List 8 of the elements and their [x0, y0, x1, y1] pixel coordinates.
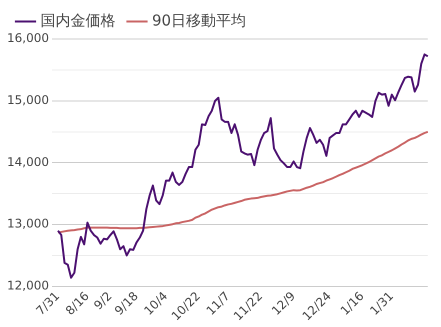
- x-tick-label: 9/2: [91, 288, 115, 312]
- y-tick-label: 15,000: [6, 92, 49, 107]
- y-tick-label: 12,000: [6, 278, 49, 292]
- y-tick-label: 16,000: [6, 31, 49, 46]
- legend-label: 90日移動平均: [152, 11, 246, 30]
- y-tick-label: 13,000: [6, 216, 49, 231]
- y-tick-label: 14,000: [6, 154, 49, 169]
- legend-label: 国内金価格: [40, 11, 116, 30]
